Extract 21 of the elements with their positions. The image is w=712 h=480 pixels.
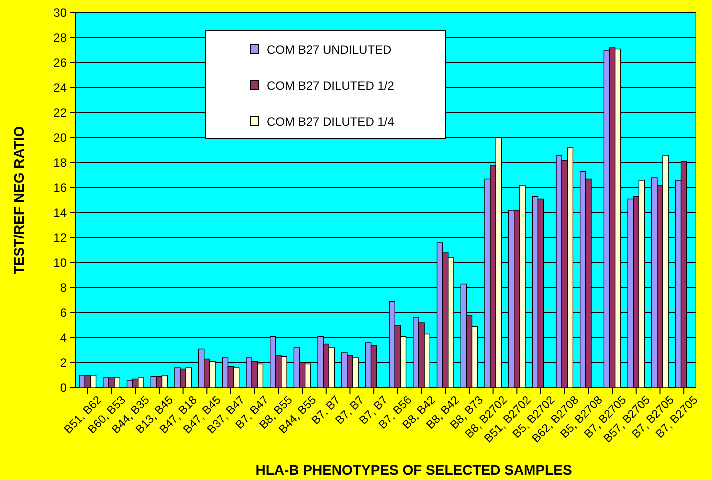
y-tick-label: 10 [54,256,68,270]
y-tick-label: 22 [54,106,68,120]
legend-label: COM B27 DILUTED 1/2 [267,79,395,93]
y-tick-label: 14 [54,206,68,220]
y-tick-label: 8 [60,280,68,295]
y-tick-label: 6 [60,306,68,320]
y-tick-label: 26 [54,56,68,70]
y-tick-label: 18 [54,156,68,170]
y-tick-label: 4 [60,330,68,345]
y-tick-label: 30 [54,6,68,20]
y-tick-label: 20 [54,130,68,145]
y-axis-title: TEST/REF NEG RATIO [11,126,27,275]
y-tick-label: 16 [54,180,68,195]
y-tick-label: 12 [54,230,68,245]
legend-label: COM B27 UNDILUTED [267,43,392,57]
y-tick-label: 0 [60,380,68,395]
y-tick-label: 24 [54,80,68,95]
x-axis-title: HLA-B PHENOTYPES OF SELECTED SAMPLES [256,462,572,478]
y-tick-label: 28 [54,30,68,45]
y-tick-label: 2 [60,356,68,370]
legend-label: COM B27 DILUTED 1/4 [267,115,395,129]
